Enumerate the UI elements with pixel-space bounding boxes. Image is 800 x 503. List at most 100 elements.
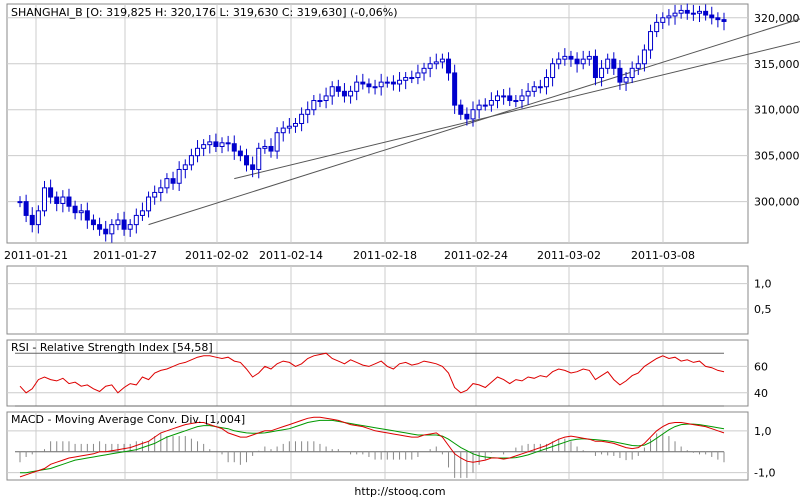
candle-body [476, 104, 482, 111]
candle-body [562, 55, 568, 60]
y-tick-label: -1,0 [754, 467, 775, 480]
candle-body [617, 67, 623, 83]
candle-body [66, 196, 72, 207]
candle-body [231, 143, 237, 152]
candle-body [580, 58, 586, 65]
candle-body [384, 81, 390, 84]
candle-body [697, 10, 703, 14]
candle-body [439, 58, 445, 63]
y-tick-label: 300,000 [754, 196, 800, 209]
candle-body [72, 205, 78, 214]
x-tick-label: 2011-02-18 [353, 249, 417, 262]
candle-body [280, 127, 286, 134]
trend-line [234, 41, 800, 180]
main-panel-frame [6, 3, 749, 244]
candle-body [586, 55, 592, 60]
y-tick-label: 60 [754, 360, 768, 373]
rsi-line [19, 352, 725, 394]
source-url[interactable]: http://stooq.com [354, 485, 446, 498]
candle-body [494, 95, 500, 102]
candle-body [164, 178, 170, 189]
candle-body [550, 63, 556, 79]
candle-body [421, 67, 427, 74]
candle-body [684, 9, 690, 14]
candle-body [78, 210, 84, 214]
candle-body [348, 90, 354, 97]
candle-body [195, 147, 201, 157]
candle-body [237, 150, 243, 157]
candle-body [690, 12, 696, 15]
candle-body [244, 155, 250, 166]
candle-body [268, 145, 274, 152]
candle-body [256, 147, 262, 170]
candle-body [378, 81, 384, 88]
y-tick-label: 310,000 [754, 104, 800, 117]
candle-body [146, 196, 152, 212]
candle-body [654, 21, 660, 33]
y-tick-label: 305,000 [754, 150, 800, 163]
candle-body [176, 168, 182, 184]
candle-body [188, 155, 194, 166]
candle-body [133, 214, 139, 226]
candle-body [409, 77, 415, 80]
candle-body [488, 100, 494, 106]
candle-body [158, 187, 164, 193]
candle-body [519, 95, 525, 102]
candle-body [464, 113, 470, 120]
candle-body [219, 142, 225, 147]
trend-line [148, 18, 800, 226]
candle-body [48, 187, 54, 198]
candle-body [709, 14, 715, 19]
candle-body [90, 219, 96, 226]
candle-body [537, 86, 543, 89]
candle-body [317, 100, 323, 103]
candle-body [672, 12, 678, 17]
candle-body [109, 224, 115, 235]
candle-body [41, 187, 47, 212]
candle-body [335, 86, 341, 92]
macd-signal-line [20, 419, 725, 474]
candle-body [97, 224, 103, 230]
candle-body [397, 79, 403, 85]
candle-body [721, 19, 727, 22]
candle-body [127, 224, 133, 230]
x-tick-label: 2011-02-24 [444, 249, 508, 262]
candle-body [599, 67, 605, 79]
y-tick-label: 315,000 [754, 58, 800, 71]
candle-body [182, 164, 188, 170]
candle-body [329, 86, 335, 97]
candle-body [390, 81, 396, 85]
candle-body [635, 63, 641, 69]
candle-body [452, 72, 458, 106]
y-tick-label: 40 [754, 387, 768, 400]
candle-body [152, 191, 158, 198]
y-tick-label: 1,0 [754, 425, 772, 438]
rsi-title: RSI - Relative Strength Index [54,58] [11, 341, 213, 354]
candle-body [250, 164, 256, 170]
candle-body [60, 196, 66, 204]
candle-body [458, 104, 464, 115]
x-tick-label: 2011-02-14 [259, 249, 323, 262]
candle-body [446, 58, 452, 74]
candle-body [507, 95, 513, 102]
candle-body [35, 210, 41, 226]
candle-body [415, 72, 421, 79]
candle-body [531, 86, 537, 92]
x-tick-label: 2011-01-21 [4, 249, 68, 262]
candle-body [299, 113, 305, 125]
candle-body [17, 201, 23, 204]
candle-body [678, 9, 684, 14]
candle-body [574, 58, 580, 65]
candle-body [170, 178, 176, 184]
candle-body [29, 214, 35, 226]
candle-body [715, 17, 721, 21]
candle-body [207, 141, 213, 146]
candle-body [703, 10, 709, 16]
candle-body [482, 104, 488, 107]
macd-line [19, 416, 725, 478]
candle-body [341, 90, 347, 97]
candle-body [403, 77, 409, 81]
macd-title: MACD - Moving Average Conv. Div. [1,004] [11, 413, 245, 426]
rsi-panel-frame [6, 339, 749, 407]
